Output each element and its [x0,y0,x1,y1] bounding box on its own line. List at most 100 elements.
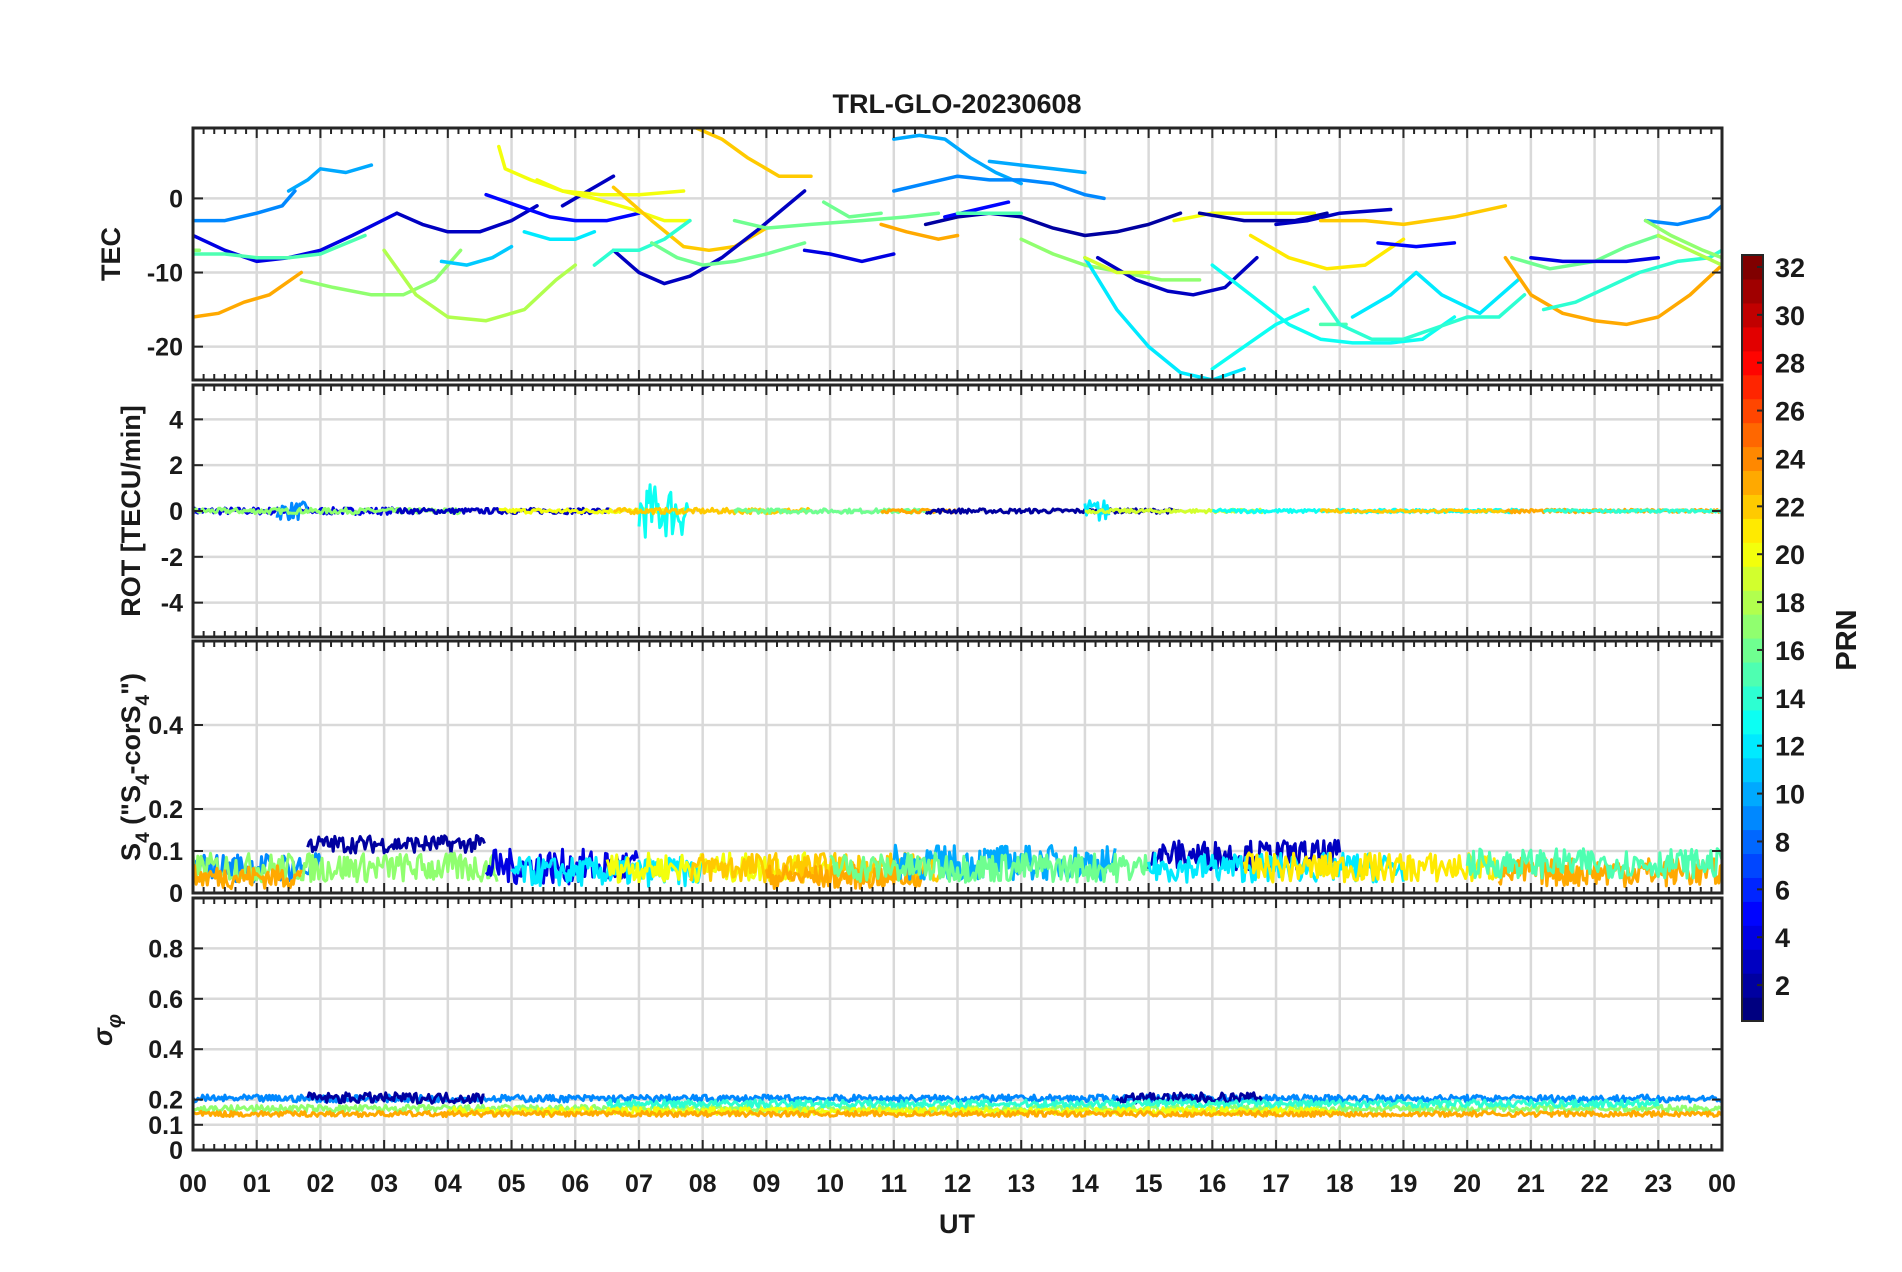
colorbar-cell [1742,973,1763,998]
colorbar-cell [1742,925,1763,950]
prn-23-sigma-phi-series [193,1109,1722,1119]
prn-15-tec-series [193,233,367,260]
prn-20-tec-series [535,178,692,223]
prn-5-tec-series [1376,241,1457,249]
colorbar-tick-label: 4 [1775,923,1790,953]
prn-19-tec-series [1083,255,1151,275]
rot-ytick-label: 2 [169,452,183,480]
x-tick-label: 12 [944,1170,972,1198]
prn-23-s4-series [193,863,303,891]
prn-21-tec-series [1248,233,1406,271]
x-tick-label: 02 [307,1170,335,1198]
prn-4-tec-series [802,248,896,264]
colorbar-cell [1742,805,1763,831]
colorbar-tick-label: 16 [1775,636,1805,666]
prn-10-tec-series [987,159,1087,175]
sigma-phi-ytick-label: 0.4 [148,1036,183,1064]
x-tick-label: 13 [1007,1170,1035,1198]
prn-9-tec-series [892,174,1106,201]
x-tick-label: 23 [1644,1170,1672,1198]
tec-ticks: -20 -10 0 [147,128,1723,380]
prn-5-tec-series [484,192,641,223]
colorbar-cell [1742,877,1763,902]
x-tick-label: 03 [370,1170,398,1198]
prn-3-tec-series [1095,255,1259,297]
prn-14-tec-series [592,218,692,267]
rot-ylabel: ROT [TECU/min] [116,405,146,616]
colorbar-cell [1742,542,1763,567]
prn-9-tec-series [1643,204,1722,227]
rot-ytick-label: 0 [169,498,183,526]
s4-ylabel-mid: -corS [116,705,146,774]
colorbar-tick-label: 2 [1775,971,1790,1001]
tec-panel: -20 -10 0 TEC [96,126,1724,382]
prn-2-tec-series [923,211,1183,238]
colorbar-cell [1742,685,1763,711]
sigma-phi-ticks: 00.10.2 0.4 0.6 0.8 [148,898,1723,1165]
sigma-phi-ylabel-sub: φ [104,1014,126,1028]
colorbar-label: PRN [1831,609,1863,670]
prn-18-tec-series [382,248,578,323]
prn-12-tec-series [1083,255,1246,380]
colorbar-tick-label: 10 [1775,780,1805,810]
prn-2-rot-series [924,507,1180,515]
tec-series [193,128,1722,380]
s4-ylabel-open: ("S [116,785,146,832]
prn-22-rot-series [1319,508,1506,514]
colorbar-cell [1742,326,1763,352]
x-tick-label: 10 [816,1170,844,1198]
s4-ytick-label: 0.4 [148,712,183,740]
x-tick-label: 04 [434,1170,462,1198]
prn-3-tec-series [560,174,616,208]
colorbar-cell [1742,470,1763,495]
rot-panel: -4 -2 0 2 4 ROT [TECU/min] [116,383,1724,639]
colorbar-tick-label: 32 [1775,253,1805,283]
prn-11-tec-series [439,244,514,267]
prn-12-rot-series [1083,499,1111,522]
prn-22-rot-series [612,506,811,516]
sigma-phi-ytick-label: 0.1 [148,1112,183,1140]
colorbar-cell [1742,350,1763,376]
prn-13-tec-series [1210,307,1310,371]
colorbar-cell [1742,901,1763,926]
colorbar-cell [1742,757,1763,783]
x-tick-label: 01 [243,1170,271,1198]
colorbar-tick-label: 6 [1775,875,1790,905]
prn-14-rot-series [1542,508,1722,514]
x-tick-label: 00 [1708,1170,1736,1198]
prn-16-tec-series [732,211,941,230]
x-tick-label: 19 [1390,1170,1418,1198]
prn-3-tec-series [395,204,539,234]
colorbar-cell [1742,614,1763,639]
prn-10-tec-series [286,163,374,193]
colorbar-frame [1741,254,1764,1022]
colorbar-cell [1742,709,1763,735]
colorbar-cell [1742,494,1763,519]
x-axis-label: UT [939,1209,975,1239]
x-tick-label: 05 [498,1170,526,1198]
prn-2-s4-series [306,834,486,855]
colorbar-tick-label: 14 [1775,684,1805,714]
prn-2-sigma-phi-series [1115,1091,1264,1105]
colorbar-cell [1742,398,1763,424]
colorbar-tick-label: 28 [1775,349,1805,379]
s4-ylabel-sub3: 4 [133,694,154,705]
colorbar-cell [1742,829,1763,855]
colorbar-tick-label: 22 [1775,492,1805,522]
colorbar-cell [1742,374,1763,400]
prn-5-tec-series [943,200,1011,219]
colorbar-cell [1742,566,1763,591]
s4-ylabel-sub2: 4 [133,774,154,785]
x-tick-label: 14 [1071,1170,1099,1198]
prn-10-tec-series [892,133,1023,186]
prn-16-tec-series [821,200,883,219]
rot-ytick-label: 4 [169,406,183,434]
colorbar-cell [1742,446,1763,472]
prn-12-tec-series [522,230,597,241]
prn-2-tec-series [1197,211,1329,223]
sigma-phi-series [193,1091,1722,1119]
colorbar-tick-label: 30 [1775,301,1805,331]
x-tick-label: 06 [561,1170,589,1198]
x-tick-labels: 00 01 02 03 04 05 06 07 08 09 10 11 12 13 14 15 16 17 18 19… [179,1170,1736,1198]
sigma-phi-ylabel: σφ [88,1014,126,1046]
